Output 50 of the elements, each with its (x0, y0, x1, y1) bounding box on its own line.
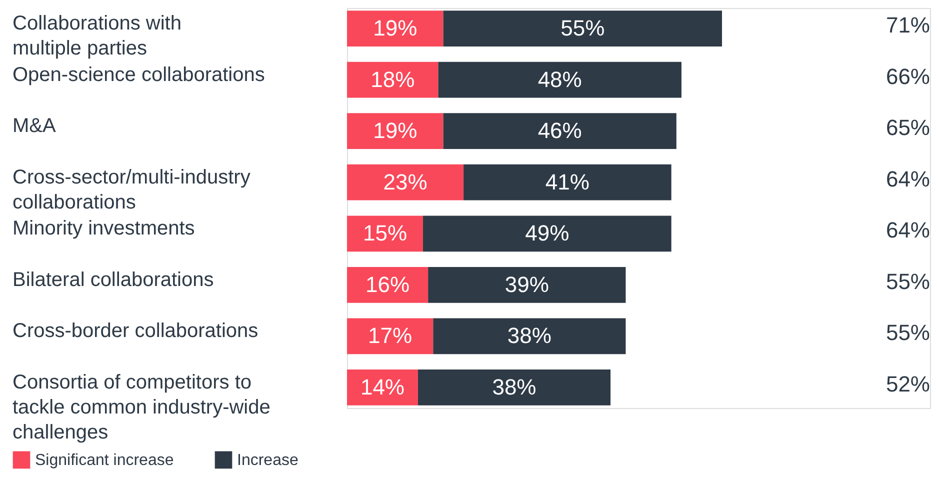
bar (347, 62, 438, 98)
text: 66% (886, 64, 930, 89)
legend-label: Significant increase (35, 452, 174, 469)
bar (438, 62, 682, 98)
text: 52% (886, 371, 930, 396)
y-tick-label: M&A (12, 115, 56, 138)
data-label: 46% (538, 118, 582, 144)
bar (433, 318, 626, 354)
bar (347, 318, 434, 354)
text: 55% (886, 320, 930, 346)
text: 64% (886, 166, 930, 192)
data-label: 39% (504, 272, 549, 297)
data-label: 38% (492, 374, 536, 400)
bar (464, 164, 672, 200)
bar (347, 164, 464, 200)
bar (347, 266, 428, 303)
legend-label: Increase (237, 452, 298, 469)
y-tick-label: Bilateral collaborations (12, 268, 214, 291)
data-label: 48% (538, 66, 582, 92)
bar (347, 370, 418, 406)
bar (443, 10, 722, 46)
bar (347, 113, 444, 150)
data-label: 19% (373, 118, 418, 144)
y-tick-label: Cross-border collaborations (12, 320, 258, 342)
y-tick-label: Collaborations with multiple parties (12, 12, 182, 60)
bar (428, 266, 626, 303)
text: 65% (886, 115, 930, 140)
data-label: 16% (366, 272, 410, 297)
bar (423, 216, 672, 252)
bar (443, 113, 676, 150)
y-tick-label: Consortia of competitors to tackle common industry-wide challenges (12, 371, 270, 444)
y-tick-label: Open-science collaborations (12, 64, 265, 86)
text: 64% (886, 218, 930, 243)
text: 55% (886, 268, 930, 294)
data-label: 49% (525, 220, 570, 246)
y-tick-label: Minority investments (12, 218, 195, 240)
data-label: 19% (373, 16, 418, 41)
data-label: 55% (560, 16, 605, 41)
bar (347, 10, 444, 46)
data-label: 38% (507, 323, 552, 348)
data-label: 23% (383, 169, 428, 194)
data-label: 41% (545, 169, 590, 194)
data-label: 17% (368, 323, 412, 348)
y-tick-label: Cross-sector/multi-industry collaborations (12, 166, 250, 214)
text: 71% (886, 12, 930, 38)
bar (418, 370, 611, 406)
data-label: 18% (370, 66, 415, 92)
data-label: 14% (360, 374, 404, 400)
bar (347, 216, 424, 252)
data-label: 15% (362, 220, 408, 246)
